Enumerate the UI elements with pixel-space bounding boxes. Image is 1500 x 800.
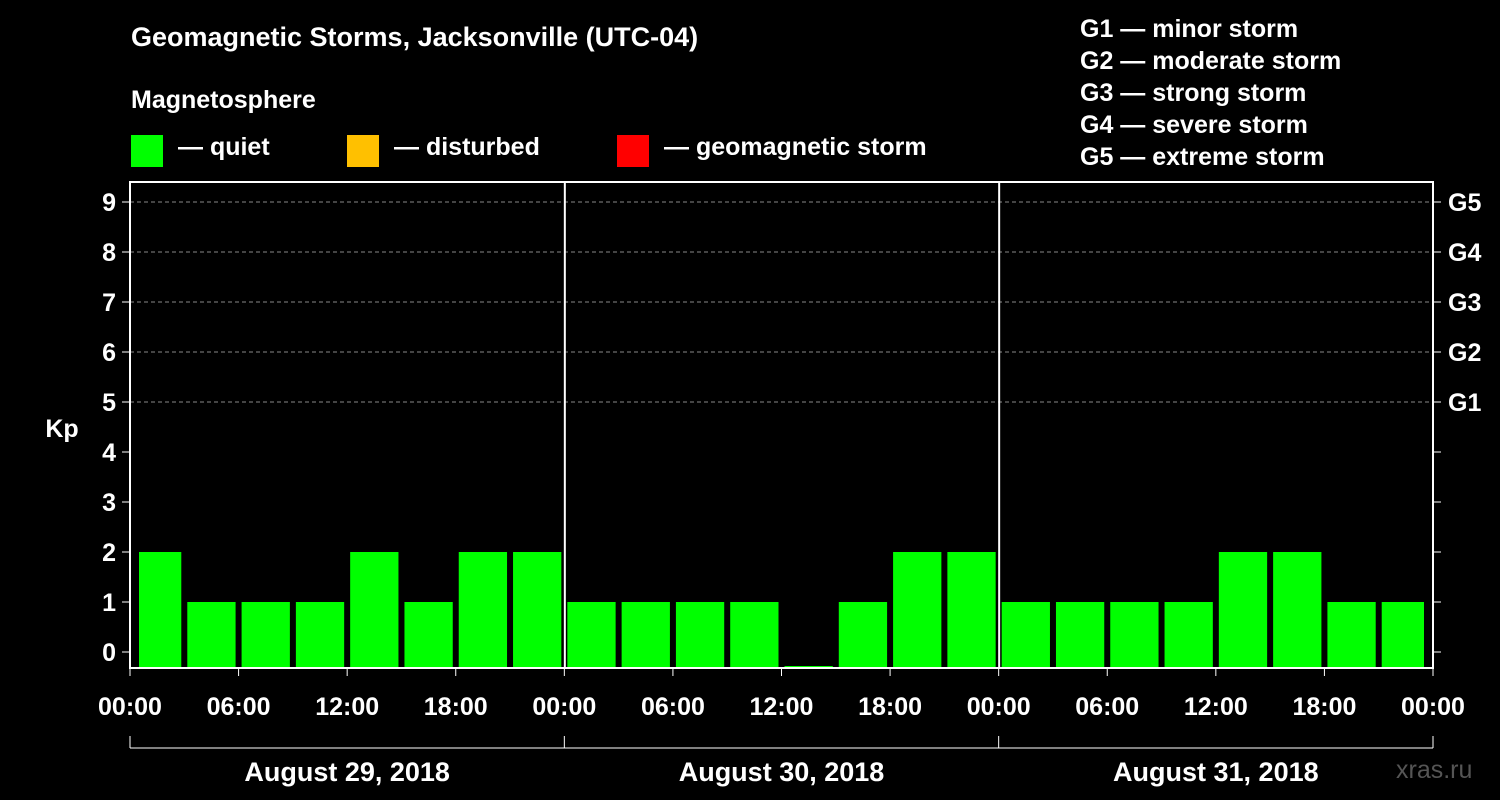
legend-swatch-storm: [617, 135, 649, 167]
chart-title: Geomagnetic Storms, Jacksonville (UTC-04…: [131, 22, 699, 52]
kp-bar: [1001, 602, 1050, 668]
storm-level-tick-label: G2: [1448, 339, 1481, 367]
kp-bar: [404, 602, 453, 668]
y-tick-label: 2: [102, 539, 116, 567]
x-tick-label: 00:00: [1401, 693, 1465, 721]
legend-swatch-disturbed: [347, 135, 379, 167]
x-tick-label: 18:00: [858, 693, 922, 721]
legend-swatch-quiet: [131, 135, 163, 167]
y-tick-label: 9: [102, 189, 116, 217]
x-tick-label: 00:00: [98, 693, 162, 721]
storm-level-g2: G2 — moderate storm: [1080, 47, 1342, 75]
legend-label-quiet: — quiet: [178, 133, 270, 161]
y-tick-label: 5: [102, 389, 116, 417]
kp-bar: [458, 552, 508, 668]
storm-level-g1: G1 — minor storm: [1080, 15, 1299, 43]
x-tick-label: 06:00: [207, 693, 271, 721]
y-tick-label: 7: [102, 289, 116, 317]
legend-label-disturbed: — disturbed: [394, 133, 540, 161]
day-label: August 31, 2018: [1113, 757, 1319, 787]
y-tick-label: 8: [102, 239, 116, 267]
kp-bar: [513, 552, 562, 668]
kp-bar: [1273, 552, 1322, 668]
y-tick-label: 4: [102, 439, 116, 467]
day-label: August 30, 2018: [679, 757, 885, 787]
y-tick-label: 0: [102, 639, 116, 667]
watermark: xras.ru: [1396, 756, 1473, 784]
storm-level-g3: G3 — strong storm: [1080, 79, 1307, 107]
kp-bar: [1055, 602, 1105, 668]
kp-bar: [295, 602, 345, 668]
kp-bar: [947, 552, 996, 668]
x-tick-label: 06:00: [1075, 693, 1139, 721]
storm-level-tick-label: G4: [1448, 239, 1481, 267]
kp-bar: [838, 602, 888, 668]
kp-bar: [730, 602, 779, 668]
y-tick-label: 6: [102, 339, 116, 367]
x-tick-label: 18:00: [424, 693, 488, 721]
x-tick-label: 12:00: [750, 693, 814, 721]
x-tick-label: 06:00: [641, 693, 705, 721]
y-axis-label: Kp: [45, 415, 78, 443]
kp-bar: [350, 552, 399, 668]
x-tick-label: 00:00: [532, 693, 596, 721]
storm-level-tick-label: G5: [1448, 189, 1481, 217]
chart-subtitle: Magnetosphere: [131, 86, 316, 114]
legend-label-storm: — geomagnetic storm: [664, 133, 927, 161]
x-tick-label: 00:00: [967, 693, 1031, 721]
y-tick-label: 3: [102, 489, 116, 517]
kp-bar: [621, 602, 670, 668]
kp-bar: [1110, 602, 1159, 668]
kp-bar: [1164, 602, 1213, 668]
y-tick-label: 1: [102, 589, 116, 617]
kp-bar: [893, 552, 942, 668]
kp-bar: [1381, 602, 1424, 668]
x-tick-label: 18:00: [1292, 693, 1356, 721]
storm-level-g5: G5 — extreme storm: [1080, 143, 1325, 171]
day-label: August 29, 2018: [244, 757, 450, 787]
x-tick-label: 12:00: [315, 693, 379, 721]
kp-bar: [139, 552, 182, 668]
kp-bar: [241, 602, 290, 668]
kp-bar: [1327, 602, 1376, 668]
kp-bar: [567, 602, 616, 668]
kp-bar: [1218, 552, 1268, 668]
x-tick-label: 12:00: [1184, 693, 1248, 721]
storm-level-tick-label: G1: [1448, 389, 1481, 417]
storm-level-g4: G4 — severe storm: [1080, 111, 1308, 139]
kp-bar: [675, 602, 725, 668]
kp-bar: [187, 602, 236, 668]
storm-level-tick-label: G3: [1448, 289, 1481, 317]
